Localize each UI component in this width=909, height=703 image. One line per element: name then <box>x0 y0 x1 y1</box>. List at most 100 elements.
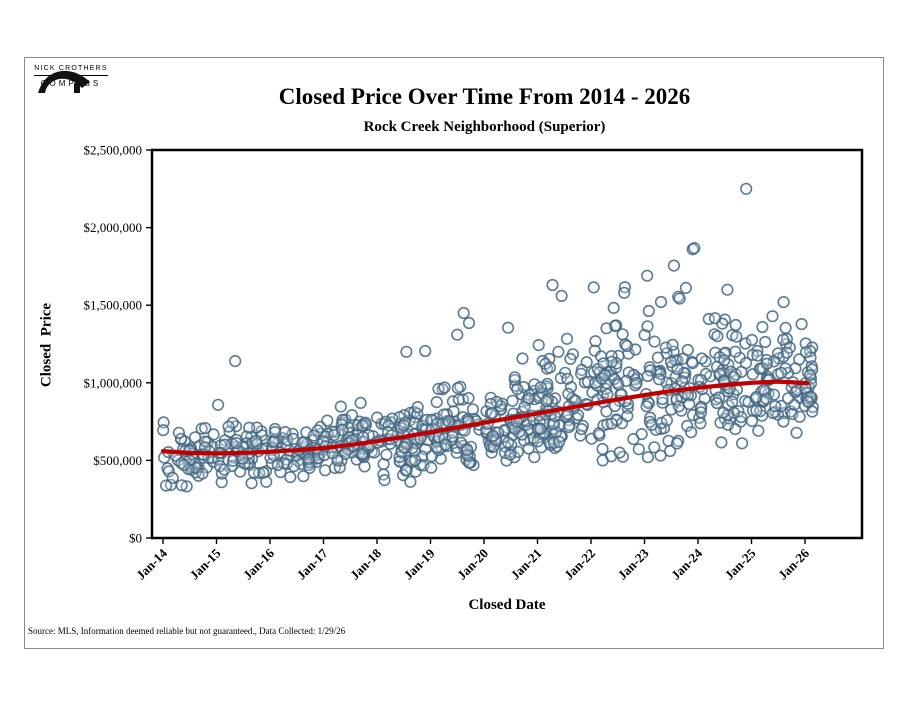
scatter-point <box>756 320 769 334</box>
scatter-point <box>793 353 806 366</box>
logo-brand: COMPASS <box>40 79 102 88</box>
scatter-point <box>411 401 424 414</box>
scatter-point <box>594 350 608 363</box>
scatter-point <box>695 352 708 365</box>
scatter-point <box>766 406 780 420</box>
scatter-point <box>386 412 399 425</box>
scatter-point <box>279 426 292 439</box>
scatter-point <box>466 403 480 416</box>
scatter-point <box>160 479 173 492</box>
scatter-point <box>745 333 759 347</box>
scatter-point <box>806 405 819 418</box>
scatter-point <box>419 344 432 358</box>
scatter-point <box>218 438 231 451</box>
scatter-point <box>745 414 759 428</box>
scatter-point <box>207 428 220 441</box>
scatter-point <box>620 339 634 353</box>
x-tick-label: Jan-22 <box>561 546 598 583</box>
scatter-point <box>605 417 618 430</box>
x-tick-label: Jan-26 <box>775 545 813 583</box>
scatter-point <box>641 269 654 282</box>
y-tick-label: $0 <box>129 531 142 546</box>
scatter-point <box>400 464 413 477</box>
scatter-point <box>457 306 470 320</box>
scatter-point <box>166 471 179 485</box>
x-tick-label: Jan-23 <box>614 545 652 583</box>
scatter-point <box>781 392 795 405</box>
scatter-point <box>679 281 693 295</box>
scatter-point <box>600 322 613 335</box>
scatter-point <box>721 283 734 296</box>
scatter-point <box>766 310 779 323</box>
scatter-point <box>511 383 524 396</box>
scatter-point <box>562 387 575 401</box>
scatter-point <box>409 454 422 467</box>
scatter-point <box>268 435 281 448</box>
scatter-point <box>684 426 698 439</box>
scatter-point <box>769 400 782 413</box>
scatter-point <box>564 352 577 366</box>
scatter-point <box>715 436 728 449</box>
scatter-point <box>683 398 696 411</box>
scatter-point <box>172 426 185 439</box>
scatter-point <box>596 454 609 467</box>
scatter-point <box>801 395 815 408</box>
scatter-point <box>803 368 817 382</box>
scatter-point <box>675 375 689 388</box>
scatter-point <box>641 451 655 464</box>
scatter-point <box>552 345 565 358</box>
scatter-point <box>157 424 170 437</box>
chart-title: Closed Price Over Time From 2014 - 2026 <box>278 84 691 109</box>
x-tick-label: Jan-16 <box>240 545 278 583</box>
scatter-point <box>528 451 541 464</box>
scatter-point <box>799 346 813 359</box>
scatter-point <box>641 369 654 383</box>
x-tick-label: Jan-14 <box>133 545 171 583</box>
scatter-point <box>725 395 739 408</box>
scatter-point <box>562 420 576 434</box>
scatter-point <box>739 337 752 350</box>
scatter-point <box>543 436 556 449</box>
scatter-point <box>648 335 661 348</box>
scatter-point <box>378 474 391 487</box>
scatter-point <box>574 367 588 380</box>
scatter-point <box>229 355 242 368</box>
scatter-point <box>303 461 316 475</box>
scatter-point <box>672 400 685 413</box>
scatter-point <box>380 448 393 461</box>
scatter-point <box>528 378 541 391</box>
x-tick-label: Jan-15 <box>186 545 224 583</box>
scatter-point <box>553 435 566 448</box>
scatter-point <box>600 405 613 418</box>
scatter-point <box>752 424 765 437</box>
scatter-point <box>673 292 686 305</box>
scatter-point <box>302 453 315 466</box>
scatter-point <box>645 418 658 432</box>
scatter-point <box>297 470 310 483</box>
scatter-point <box>793 410 806 423</box>
scatter-point <box>651 351 665 364</box>
scatter-point <box>307 429 320 442</box>
scatter-point <box>296 436 309 449</box>
scatter-point <box>760 392 773 405</box>
scatter-point <box>616 328 629 341</box>
scatter-point <box>534 422 547 436</box>
scatter-point <box>484 397 497 411</box>
scatter-point <box>740 182 753 195</box>
scatter-point <box>321 414 334 427</box>
scatter-point <box>575 423 588 436</box>
scatter-point <box>222 420 235 433</box>
x-tick-label: Jan-25 <box>721 545 759 583</box>
scatter-point <box>795 318 808 331</box>
scatter-point <box>710 396 724 410</box>
scatter-point <box>508 371 521 384</box>
scatter-point <box>757 383 770 396</box>
scatter-point <box>613 446 626 459</box>
scatter-point <box>555 289 568 303</box>
scatter-point <box>618 286 631 299</box>
y-tick-label: $1,500,000 <box>84 298 143 313</box>
scatter-point <box>486 407 499 420</box>
scatter-point <box>659 341 672 354</box>
scatter-point <box>711 330 724 343</box>
